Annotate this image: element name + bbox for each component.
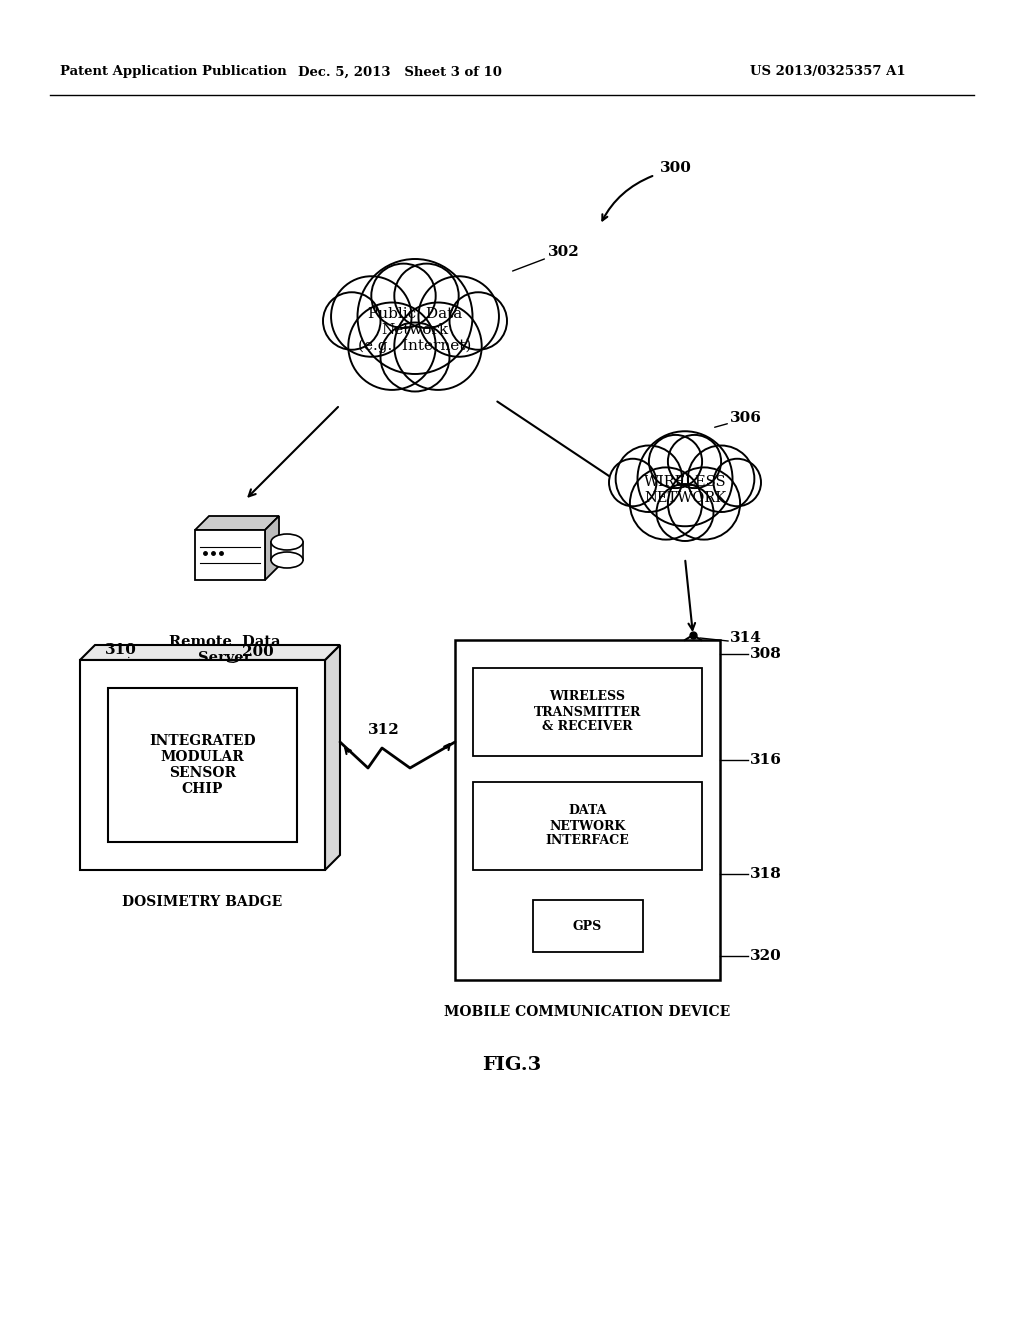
Text: 200: 200 <box>242 645 273 659</box>
Text: US 2013/0325357 A1: US 2013/0325357 A1 <box>750 66 905 78</box>
FancyBboxPatch shape <box>455 640 720 979</box>
Text: WIRELESS
NETWORK: WIRELESS NETWORK <box>644 475 726 506</box>
Circle shape <box>331 276 412 356</box>
Text: Remote  Data
Server: Remote Data Server <box>169 635 281 665</box>
Text: 318: 318 <box>750 867 782 880</box>
Text: FIG.3: FIG.3 <box>482 1056 542 1074</box>
FancyBboxPatch shape <box>532 900 642 952</box>
Polygon shape <box>265 516 279 579</box>
Polygon shape <box>195 516 279 531</box>
Text: 320: 320 <box>750 949 781 964</box>
Polygon shape <box>325 645 340 870</box>
Circle shape <box>649 434 702 488</box>
Text: GPS: GPS <box>572 920 602 932</box>
Polygon shape <box>80 645 340 660</box>
Ellipse shape <box>271 535 303 550</box>
Text: Public  Data
Network
(e.g.  Internet): Public Data Network (e.g. Internet) <box>358 306 472 354</box>
Circle shape <box>615 446 682 512</box>
Text: DATA
NETWORK
INTERFACE: DATA NETWORK INTERFACE <box>546 804 630 847</box>
Circle shape <box>372 264 435 327</box>
Circle shape <box>348 302 435 389</box>
Text: 314: 314 <box>730 631 762 645</box>
Circle shape <box>668 467 740 540</box>
Circle shape <box>668 434 721 488</box>
Text: 310: 310 <box>105 643 137 657</box>
FancyBboxPatch shape <box>80 660 325 870</box>
Circle shape <box>381 322 450 392</box>
Text: 306: 306 <box>730 411 762 425</box>
Circle shape <box>419 276 499 356</box>
Circle shape <box>357 259 472 374</box>
Polygon shape <box>195 531 265 579</box>
Text: 312: 312 <box>368 723 399 737</box>
Circle shape <box>450 292 507 350</box>
Text: Dec. 5, 2013   Sheet 3 of 10: Dec. 5, 2013 Sheet 3 of 10 <box>298 66 502 78</box>
Text: WIRELESS
TRANSMITTER
& RECEIVER: WIRELESS TRANSMITTER & RECEIVER <box>534 690 641 734</box>
FancyBboxPatch shape <box>108 688 297 842</box>
Text: DOSIMETRY BADGE: DOSIMETRY BADGE <box>123 895 283 909</box>
Circle shape <box>656 484 714 541</box>
Text: 302: 302 <box>548 246 580 259</box>
Polygon shape <box>271 543 303 560</box>
Circle shape <box>714 459 761 507</box>
Text: Patent Application Publication: Patent Application Publication <box>60 66 287 78</box>
Text: 308: 308 <box>750 647 782 661</box>
FancyBboxPatch shape <box>473 668 702 756</box>
Ellipse shape <box>271 552 303 568</box>
Circle shape <box>394 264 459 327</box>
Circle shape <box>638 432 732 527</box>
Text: 316: 316 <box>750 752 782 767</box>
Text: INTEGRATED
MODULAR
SENSOR
CHIP: INTEGRATED MODULAR SENSOR CHIP <box>150 734 256 796</box>
Circle shape <box>630 467 702 540</box>
Circle shape <box>609 459 656 507</box>
Circle shape <box>323 292 381 350</box>
FancyBboxPatch shape <box>473 781 702 870</box>
Text: MOBILE COMMUNICATION DEVICE: MOBILE COMMUNICATION DEVICE <box>444 1005 731 1019</box>
Circle shape <box>394 302 481 389</box>
Circle shape <box>688 446 755 512</box>
Text: 300: 300 <box>660 161 692 176</box>
